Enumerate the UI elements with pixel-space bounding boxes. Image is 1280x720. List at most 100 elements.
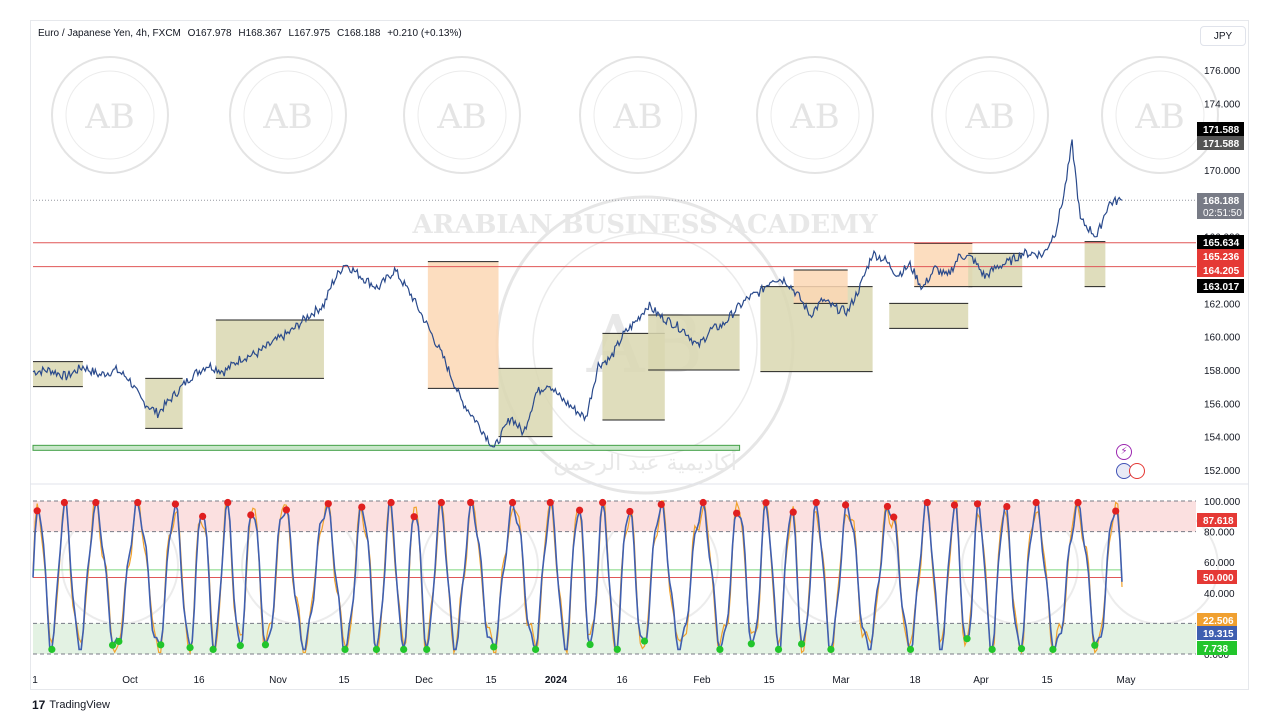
currency-button[interactable]: JPY [1200,26,1246,46]
price-axis-tick: 174.000 [1204,99,1241,110]
oversold-dot [1017,645,1026,653]
overbought-dot [33,507,41,515]
price-axis-label-box [1197,263,1244,277]
range-box [1084,241,1106,287]
price-axis-label-box [1197,193,1244,207]
overbought-dot [358,503,366,511]
record-icon[interactable] [1129,463,1145,479]
time-axis-tick: Nov [269,675,287,686]
watermark-initials: AB [84,97,135,137]
stoch-label-box [1197,613,1237,627]
oversold-dot [423,645,431,654]
watermark-seal: AB [931,56,1049,174]
stoch-label-box [1197,570,1237,584]
overbought-dot [883,502,892,511]
time-axis-tick: Apr [973,675,989,686]
stoch-axis-label: 22.506 [1203,616,1234,627]
stoch-axis-label: 50.000 [1203,573,1234,584]
overbought-dot [599,498,607,507]
overbought-dot [171,500,180,508]
overbought-dot [282,506,291,514]
price-axis-tick: 156.000 [1204,399,1241,410]
stoch-axis-tick: 40.000 [1204,589,1235,600]
time-axis-tick: 15 [1041,675,1053,686]
price-axis-label-box [1197,235,1244,249]
price-axis-label-box [1197,249,1244,263]
watermark-ring [593,70,683,160]
watermark-initials: AB [612,97,663,137]
stoch-axis-label: 19.315 [1203,629,1234,640]
tv-brand-label: TradingView [49,699,110,711]
oversold-dot [341,645,349,654]
oversold-dot [48,645,56,654]
overbought-dot [508,498,517,507]
price-axis-tick: 158.000 [1204,366,1241,377]
watermark-name: ARABIAN BUSINESS ACADEMY [411,210,877,240]
oversold-dot [1049,645,1057,654]
watermark-ring [756,56,874,174]
watermark-ring [931,56,1049,174]
overbought-dot [1112,507,1120,515]
price-axis-label: 165.634 [1203,238,1240,249]
price-axis-label-box [1197,279,1244,293]
ohlc-close: C168.188 [337,28,381,39]
oversold-dot [372,645,381,654]
oversold-dot [827,645,835,654]
price-axis-tick: 152.000 [1204,466,1241,477]
watermark-initials: AB [964,97,1015,137]
range-box [968,253,1023,287]
oversold-dot [261,641,270,649]
countdown-box [1197,206,1244,219]
price-axis-tick: 176.000 [1204,66,1241,77]
stoch-label-box [1197,641,1237,655]
tradingview-logo[interactable]: 17 TradingView [32,698,110,712]
watermark-ring [945,70,1035,160]
overbought-dot [950,501,959,509]
oversold-dot [115,637,123,646]
time-axis-tick: 1 [32,675,38,686]
overbought-dot [923,498,931,507]
overbought-dot [1074,498,1082,507]
price-axis-label: 164.205 [1203,266,1240,277]
watermark-ring [243,70,333,160]
time-axis-tick: 2024 [545,675,568,686]
ohlc-high: H168.367 [238,28,282,39]
stoch-axis-tick: 100.000 [1204,497,1241,508]
time-axis-tick: 15 [763,675,775,686]
stoch-axis-tick: 80.000 [1204,528,1235,539]
overbought-dot [973,500,982,508]
price-series-line [32,139,1123,448]
overbought-dot [789,508,797,516]
symbol-header: Euro / Japanese Yen, 4h, FXCM O167.978 H… [38,28,466,39]
time-axis-tick: 15 [338,675,350,686]
time-axis-tick: Mar [832,675,850,686]
overbought-dot [437,498,445,507]
range-box [793,270,848,304]
watermark-ring [65,70,155,160]
overbought-dot [890,513,898,521]
time-axis-tick: Dec [415,675,433,686]
ohlc-open: O167.978 [187,28,232,39]
oversold-dot [640,637,649,645]
watermark-seal: AB [403,56,521,174]
time-axis-tick: 16 [616,675,628,686]
oversold-dot [400,645,408,654]
watermark-ring [532,232,758,458]
watermark-initials: AB [1134,97,1185,137]
alert-bolt-icon[interactable]: ⚡ [1116,444,1132,460]
time-axis-tick: Oct [122,675,138,686]
countdown-label: 02:51:50 [1203,208,1242,219]
ohlc-low: L167.975 [288,28,331,39]
watermark-initials: AB [262,97,313,137]
stoch-axis-tick: 60.000 [1204,558,1235,569]
price-axis-tick: 160.000 [1204,333,1241,344]
overbought-dot [467,498,475,507]
tv-logo-icon: 17 [32,698,46,712]
watermark-ring [229,56,347,174]
overbought-dot [762,499,770,507]
overbought-dot [1003,502,1011,511]
oversold-dot [532,645,540,654]
range-box [427,261,499,389]
price-axis-label-box [1197,122,1244,136]
